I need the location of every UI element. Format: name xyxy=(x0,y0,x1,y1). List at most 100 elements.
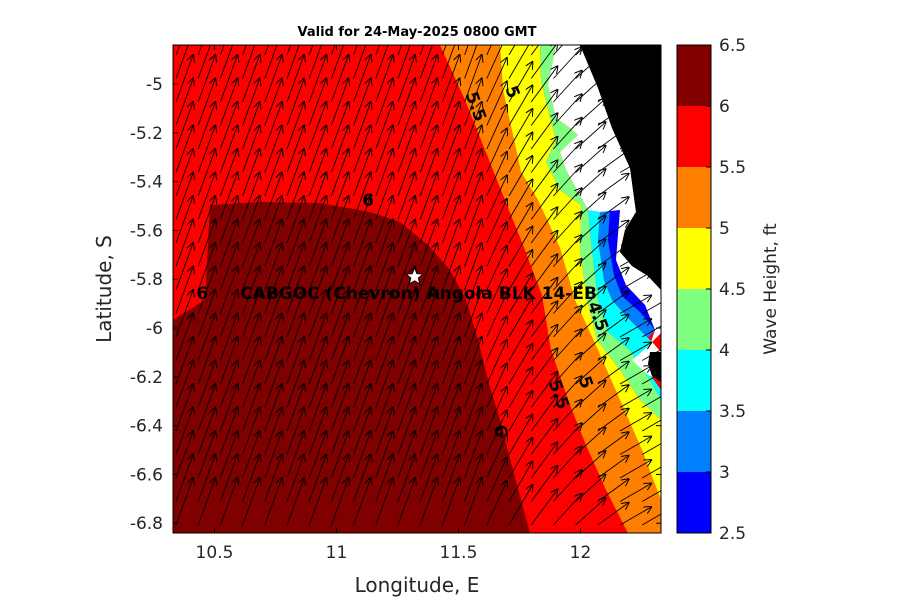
wave-arrow xyxy=(575,498,606,526)
wave-arrow xyxy=(264,102,282,150)
wave-arrow xyxy=(197,384,215,432)
wave-arrow xyxy=(308,408,326,455)
wave-arrow xyxy=(353,408,371,455)
wave-arrow xyxy=(553,306,581,338)
colorbar-band xyxy=(677,472,711,533)
wave-arrow xyxy=(219,196,237,244)
contour-label: 6 xyxy=(362,191,374,211)
wave-arrow xyxy=(375,361,393,408)
wave-arrow xyxy=(619,296,651,314)
wave-arrow xyxy=(597,221,629,244)
wave-arrow xyxy=(597,103,629,126)
wave-arrow xyxy=(575,75,606,103)
wave-arrow xyxy=(197,45,203,56)
wave-arrow xyxy=(353,126,371,173)
wave-arrow xyxy=(308,55,326,103)
wave-arrow xyxy=(486,105,507,150)
wave-arrow xyxy=(419,173,437,220)
wave-arrow xyxy=(375,196,393,244)
wave-arrow xyxy=(464,384,482,432)
wave-arrow xyxy=(619,319,651,338)
wave-arrow xyxy=(441,314,459,361)
wave-arrow xyxy=(308,243,326,291)
contour-label: 6 xyxy=(196,284,208,304)
wave-arrow xyxy=(264,243,282,291)
wave-arrow xyxy=(308,361,326,408)
wave-arrow xyxy=(353,267,371,314)
wave-arrow xyxy=(553,353,581,385)
wave-arrow xyxy=(308,455,326,502)
land-free-area xyxy=(548,45,661,380)
wave-arrow xyxy=(219,314,237,361)
wave-arrow xyxy=(419,45,433,79)
wave-arrow xyxy=(286,173,304,220)
wave-arrow xyxy=(264,126,282,173)
wave-arrow xyxy=(619,343,651,361)
colorbar-band xyxy=(677,167,711,228)
wave-arrow xyxy=(619,249,651,267)
wave-arrow xyxy=(397,337,415,385)
wave-arrow xyxy=(419,455,437,502)
wave-arrow xyxy=(597,291,629,314)
wave-arrow xyxy=(242,149,260,197)
wave-arrow xyxy=(419,290,437,338)
wave-arrow xyxy=(264,408,282,455)
wave-arrow xyxy=(197,314,215,361)
wave-arrow xyxy=(553,118,581,150)
station: CABGOC (Chevron) Angola BLK 14-EB xyxy=(240,266,597,304)
colorbar-tick-label: 4.5 xyxy=(719,280,746,300)
wave-arrow xyxy=(530,395,557,432)
colorbar-band xyxy=(677,289,711,350)
wave-arrow xyxy=(553,71,581,103)
wave-arrow xyxy=(175,45,181,56)
colorbar-band xyxy=(677,45,711,106)
wave-arrow xyxy=(530,113,557,150)
wave-arrow xyxy=(353,149,371,197)
wave-arrow xyxy=(286,220,304,267)
wave-arrow xyxy=(286,290,304,338)
wave-arrow xyxy=(441,478,459,526)
wave-arrow xyxy=(419,79,437,126)
wave-arrow xyxy=(508,250,532,291)
wave-arrow xyxy=(597,80,629,103)
wave-arrow xyxy=(419,220,437,267)
wave-arrow xyxy=(375,431,393,479)
wave-arrow xyxy=(619,84,651,103)
x-axis-ticks: 10.5 11 11.5 12 xyxy=(196,45,591,563)
wave-arrow xyxy=(419,408,437,455)
wave-arrow xyxy=(286,361,304,408)
wave-arrow xyxy=(242,220,260,267)
wave-arrow xyxy=(308,337,326,385)
wave-arrow xyxy=(619,437,651,455)
x-tick-label: 11.5 xyxy=(440,543,478,563)
wave-arrow xyxy=(242,173,260,220)
wave-arrow xyxy=(508,203,532,244)
wave-arrow xyxy=(397,361,415,408)
colorbar-tick-label: 4 xyxy=(719,341,730,361)
wave-arrow xyxy=(286,126,304,173)
wave-arrow xyxy=(219,337,237,385)
wave-arrow xyxy=(597,174,629,197)
wave-arrow xyxy=(219,79,237,126)
wave-arrow xyxy=(353,45,358,56)
wave-arrow xyxy=(486,410,507,455)
wave-arrow xyxy=(575,122,606,150)
wave-arrow xyxy=(619,131,651,150)
wave-arrow xyxy=(464,431,482,479)
wave-arrow xyxy=(441,337,459,385)
wave-arrow xyxy=(286,478,304,526)
wave-arrow xyxy=(441,290,459,338)
y-tick-label: -6 xyxy=(146,319,163,339)
band-6-6.5 xyxy=(173,202,530,533)
wave-arrow xyxy=(486,128,507,173)
wave-arrow xyxy=(575,263,606,291)
wave-arrow xyxy=(464,79,482,126)
land-mass xyxy=(580,45,661,290)
wave-arrow xyxy=(508,485,532,526)
wave-arrow xyxy=(597,338,629,361)
wave-arrow xyxy=(575,169,606,197)
wave-arrow xyxy=(197,55,215,103)
wave-arrow xyxy=(597,197,629,220)
y-axis-ticks: -5 -5.2 -5.4 -5.6 -5.8 -6 -6.2 -6.4 -6.6 -6.8 xyxy=(130,75,661,534)
wave-arrow xyxy=(286,196,304,244)
